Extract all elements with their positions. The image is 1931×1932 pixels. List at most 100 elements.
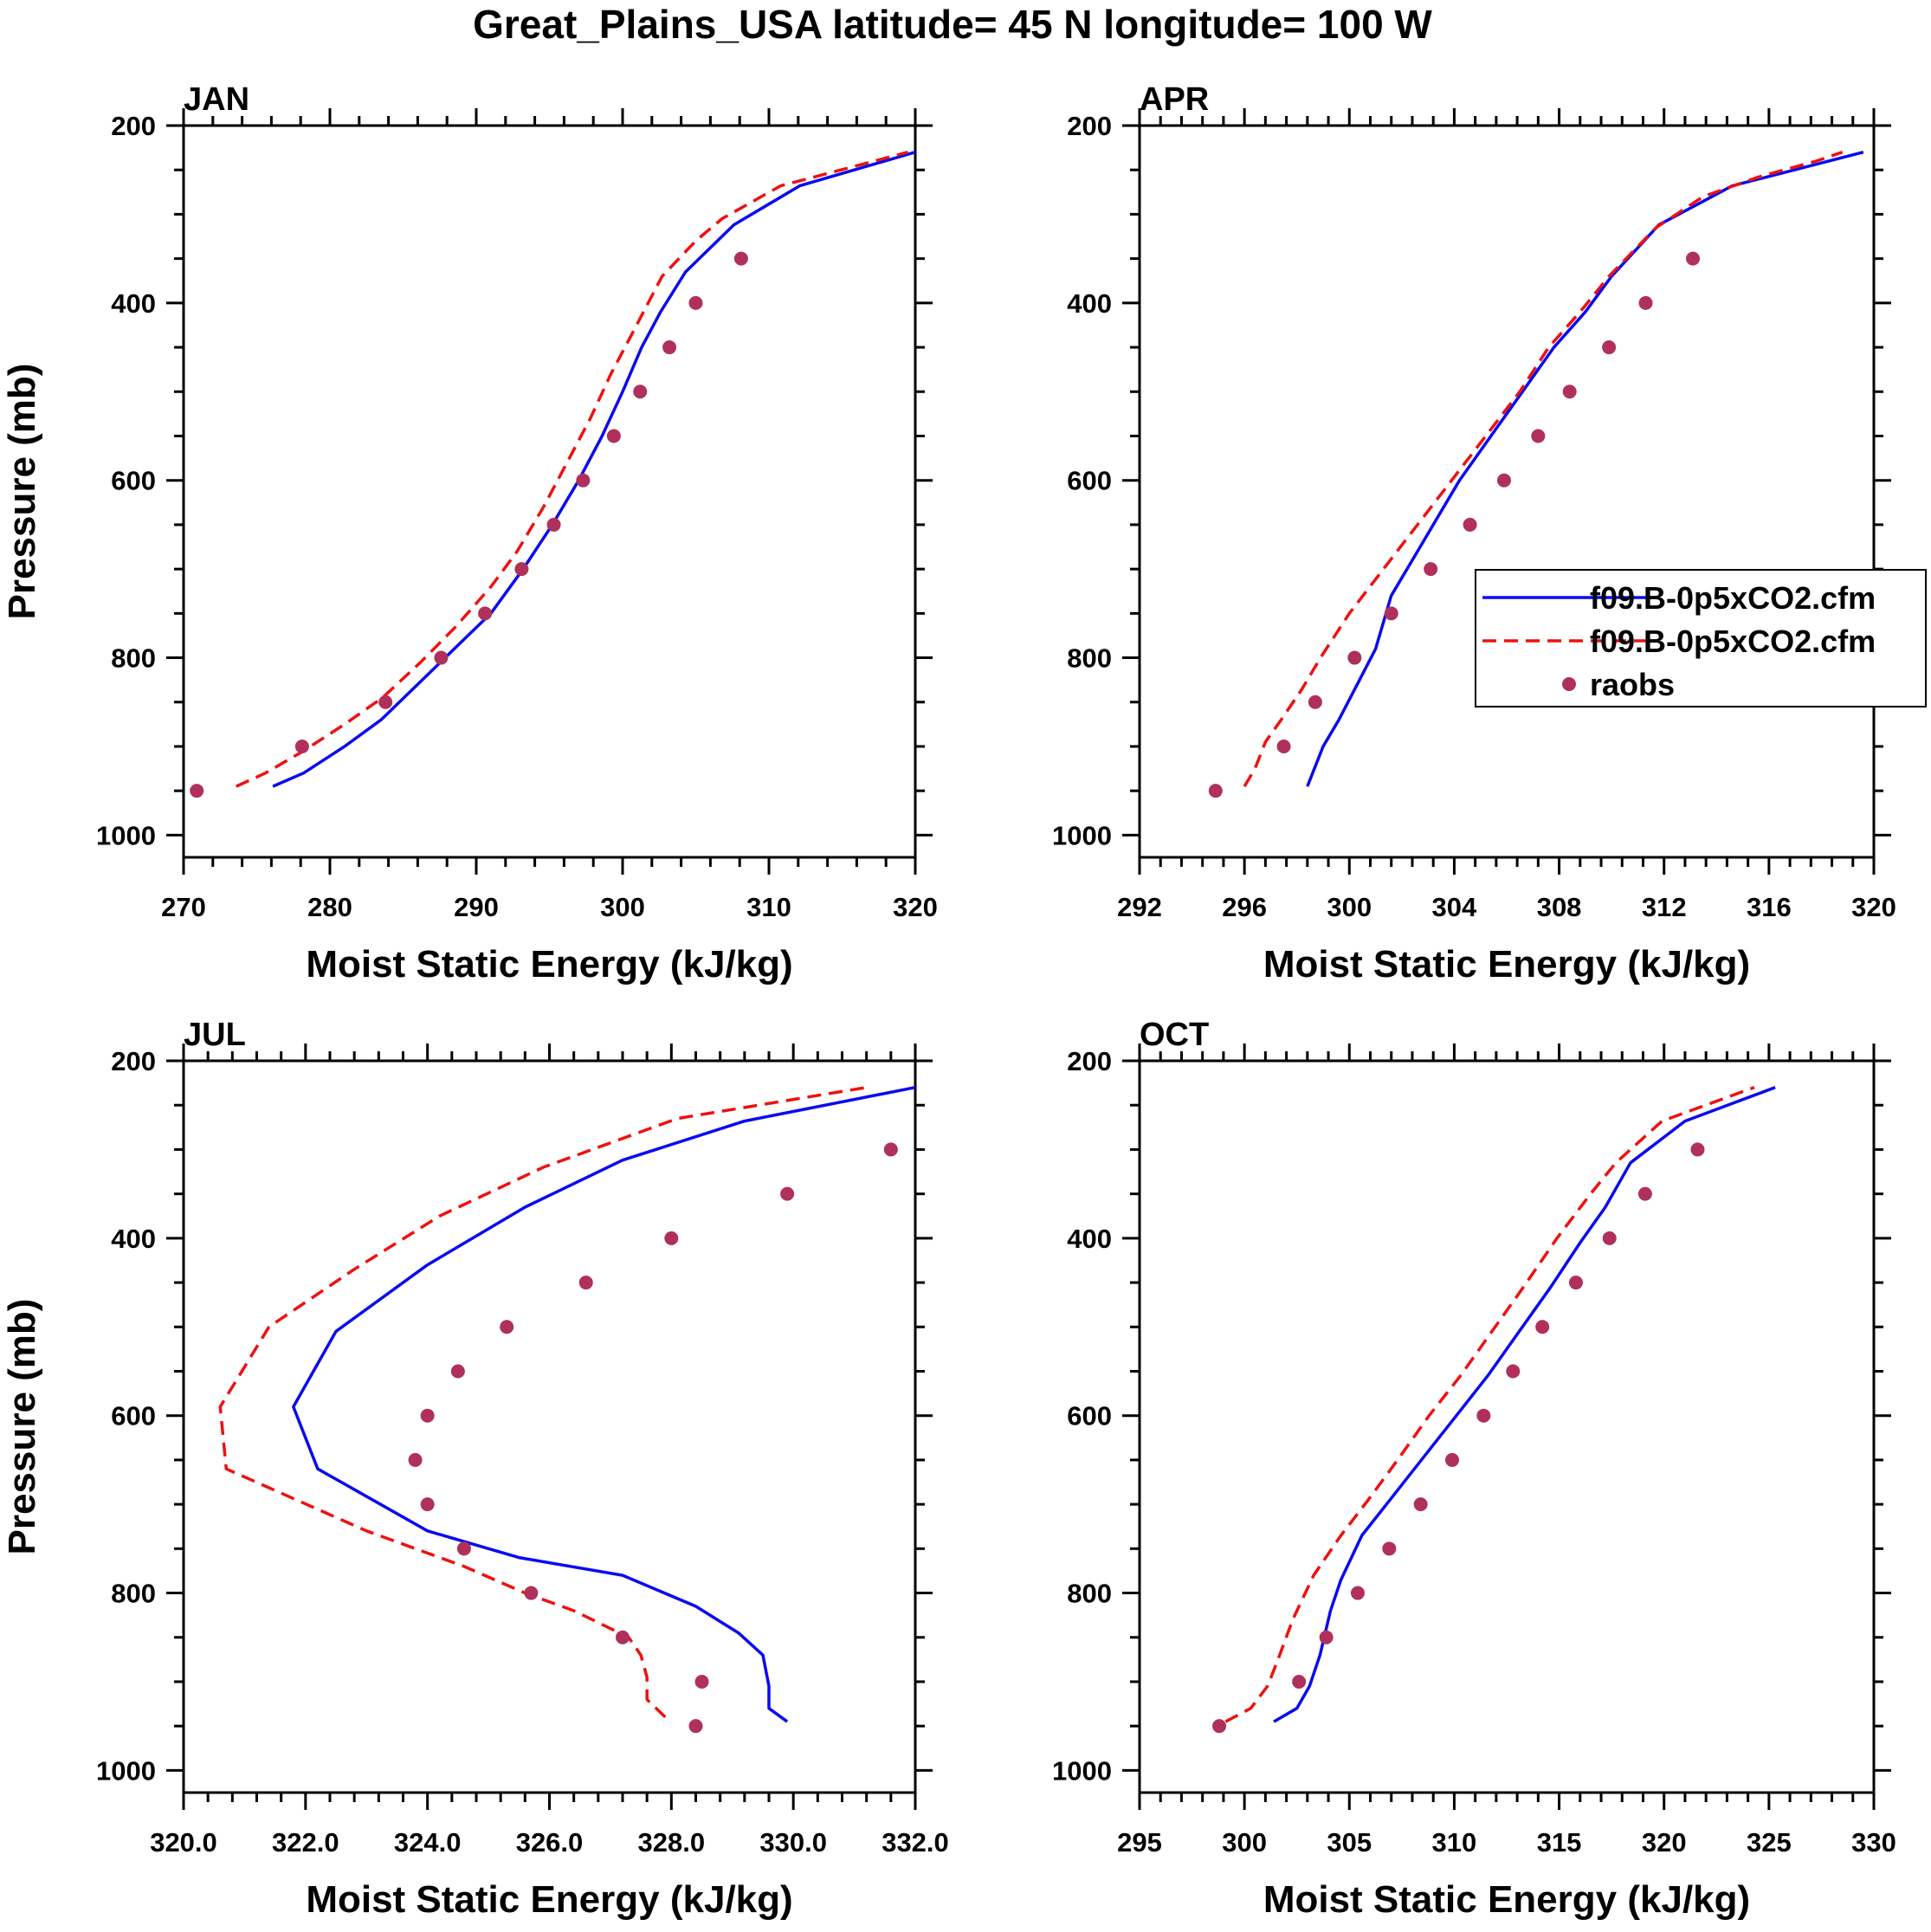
apr-xtick-label: 300 bbox=[1327, 892, 1372, 922]
jul-raobs-point-12 bbox=[780, 1186, 795, 1201]
jul-xtick-label: 320.0 bbox=[150, 1827, 217, 1858]
jul-raobs-point-7 bbox=[420, 1408, 435, 1423]
jul-xtick-label: 324.0 bbox=[394, 1827, 462, 1858]
jul-raobs-point-10 bbox=[578, 1276, 593, 1290]
jul-series-dashed-line bbox=[218, 1085, 867, 1719]
panel-jul: JUL 200 400 600 800 1000 320.0 322.0 324.0 326.0 3… bbox=[1, 1017, 949, 1921]
jan-raobs-point-4 bbox=[478, 606, 493, 621]
jul-raobs-point-9 bbox=[500, 1320, 514, 1334]
jul-plot-frame bbox=[182, 1059, 917, 1794]
jan-series-dashed-line bbox=[236, 151, 908, 788]
oct-panel-title: OCT bbox=[1140, 1017, 1209, 1053]
oct-ytick-label: 800 bbox=[1067, 1579, 1112, 1609]
jan-plot-frame bbox=[182, 124, 917, 859]
jul-x-axis-label: Moist Static Energy (kJ/kg) bbox=[306, 1878, 792, 1921]
apr-xtick-label: 308 bbox=[1537, 892, 1582, 922]
jan-ytick-label: 1000 bbox=[96, 820, 156, 850]
apr-raobs-point-12 bbox=[1686, 251, 1701, 266]
apr-raobs-point-7 bbox=[1496, 473, 1511, 488]
apr-xtick-label: 296 bbox=[1222, 892, 1267, 922]
jul-raobs-point-4 bbox=[456, 1541, 471, 1556]
jan-ytick-label: 600 bbox=[111, 466, 156, 496]
apr-xtick-label: 312 bbox=[1642, 892, 1687, 922]
jan-panel-title: JAN bbox=[184, 81, 249, 118]
jan-raobs-point-2 bbox=[378, 695, 393, 709]
legend-label-0: f09.B-0p5xCO2.cfm bbox=[1590, 580, 1876, 616]
jul-xtick-label: 330.0 bbox=[759, 1827, 827, 1858]
jan-xtick-label: 300 bbox=[600, 892, 645, 922]
jan-ytick-label: 400 bbox=[111, 288, 156, 319]
oct-raobs-point-5 bbox=[1413, 1497, 1428, 1512]
apr-ytick-label: 1000 bbox=[1052, 820, 1112, 850]
jan-raobs-point-10 bbox=[662, 340, 677, 355]
oct-raobs-point-6 bbox=[1445, 1452, 1460, 1467]
jan-raobs-point-5 bbox=[514, 562, 529, 577]
jan-xtick-label: 320 bbox=[893, 892, 938, 922]
jan-raobs-point-8 bbox=[606, 429, 621, 443]
apr-raobs-point-9 bbox=[1562, 384, 1577, 399]
jul-raobs-point-5 bbox=[420, 1497, 435, 1512]
oct-raobs-point-9 bbox=[1535, 1320, 1550, 1334]
jul-xtick-label: 326.0 bbox=[516, 1827, 584, 1858]
oct-raobs-point-12 bbox=[1637, 1186, 1652, 1201]
apr-raobs-point-3 bbox=[1347, 650, 1362, 665]
jul-ytick-label: 600 bbox=[111, 1401, 156, 1431]
jan-xtick-label: 290 bbox=[454, 892, 499, 922]
jul-y-axis-label: Pressure (mb) bbox=[1, 1299, 43, 1555]
jul-raobs-point-11 bbox=[664, 1231, 679, 1245]
apr-raobs-point-1 bbox=[1276, 739, 1291, 753]
oct-ytick-label: 600 bbox=[1067, 1401, 1112, 1431]
oct-series-solid-line bbox=[1273, 1086, 1776, 1723]
oct-xtick-label: 295 bbox=[1117, 1827, 1162, 1858]
legend-marker-raobs bbox=[1562, 677, 1576, 691]
apr-panel-title: APR bbox=[1140, 81, 1209, 118]
apr-series-dashed-line bbox=[1243, 151, 1844, 787]
jan-ytick-label: 200 bbox=[111, 111, 156, 141]
jan-raobs-point-9 bbox=[633, 384, 648, 399]
apr-raobs-point-6 bbox=[1463, 517, 1477, 532]
panel-apr: APR 200 400 600 800 1000 292 296 300 304 308 312 316… bbox=[1052, 81, 1896, 985]
jan-raobs-point-11 bbox=[688, 295, 703, 310]
oct-series-dashed-line bbox=[1224, 1086, 1755, 1723]
jan-xtick-label: 310 bbox=[746, 892, 791, 922]
oct-raobs-point-2 bbox=[1319, 1630, 1334, 1644]
apr-xtick-label: 316 bbox=[1747, 892, 1792, 922]
jul-raobs-point-1 bbox=[694, 1674, 709, 1689]
apr-xtick-label: 304 bbox=[1432, 892, 1477, 922]
jul-xtick-label: 328.0 bbox=[638, 1827, 706, 1858]
jul-raobs-point-8 bbox=[450, 1364, 465, 1379]
jul-xtick-label: 322.0 bbox=[272, 1827, 339, 1858]
apr-raobs-point-10 bbox=[1602, 340, 1617, 355]
jul-raobs-point-13 bbox=[883, 1142, 898, 1157]
jul-series-solid-line bbox=[292, 1085, 916, 1723]
oct-x-axis-label: Moist Static Energy (kJ/kg) bbox=[1263, 1878, 1750, 1921]
jan-raobs-point-6 bbox=[546, 517, 561, 532]
oct-xtick-label: 300 bbox=[1222, 1827, 1267, 1858]
apr-xtick-label: 292 bbox=[1117, 892, 1162, 922]
apr-ytick-label: 400 bbox=[1067, 288, 1112, 319]
jan-y-axis-label: Pressure (mb) bbox=[1, 364, 43, 620]
oct-raobs-point-1 bbox=[1292, 1674, 1307, 1689]
oct-ytick-label: 200 bbox=[1067, 1046, 1112, 1076]
legend-label-1: f09.B-0p5xCO2.cfm bbox=[1590, 624, 1876, 659]
oct-xtick-label: 310 bbox=[1432, 1827, 1477, 1858]
jan-raobs-point-7 bbox=[576, 473, 591, 488]
jul-raobs-point-2 bbox=[616, 1630, 630, 1644]
apr-plot-frame bbox=[1138, 124, 1876, 859]
jan-ytick-label: 800 bbox=[111, 643, 156, 674]
jul-ytick-label: 400 bbox=[111, 1224, 156, 1254]
legend: f09.B-0p5xCO2.cfm f09.B-0p5xCO2.cfm raobs bbox=[1475, 569, 1927, 708]
figure-title: Great_Plains_USA latitude= 45 N longitud… bbox=[473, 2, 1432, 47]
apr-raobs-point-0 bbox=[1208, 784, 1223, 798]
panel-oct: OCT 200 400 600 800 1000 295 300 305 310 315 320 325… bbox=[1052, 1017, 1896, 1921]
oct-raobs-point-7 bbox=[1476, 1408, 1491, 1423]
jul-ytick-label: 1000 bbox=[96, 1755, 156, 1786]
jan-xtick-label: 270 bbox=[161, 892, 206, 922]
oct-raobs-point-11 bbox=[1602, 1231, 1617, 1245]
legend-label-2: raobs bbox=[1590, 667, 1675, 702]
apr-ytick-label: 800 bbox=[1067, 643, 1112, 674]
jul-ytick-label: 200 bbox=[111, 1046, 156, 1076]
apr-raobs-point-8 bbox=[1531, 429, 1546, 443]
apr-xtick-label: 320 bbox=[1851, 892, 1896, 922]
jan-xtick-label: 280 bbox=[307, 892, 352, 922]
